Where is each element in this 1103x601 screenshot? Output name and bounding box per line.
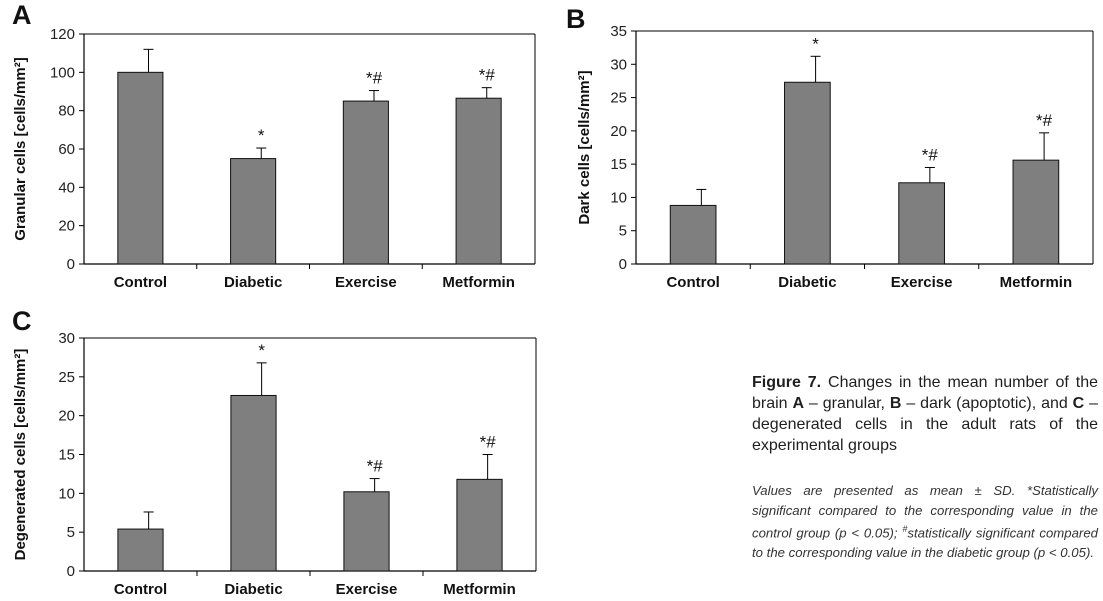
y-tick-label: 30 bbox=[58, 330, 75, 347]
figure-label: Figure 7. bbox=[752, 374, 822, 391]
chart-panel-b: B 0 5 10 15 20 25 30 35 Dark cells [cells/mm²] Con… bbox=[566, 4, 1094, 291]
y-tick-label: 5 bbox=[619, 223, 627, 240]
panel-letter-a: A bbox=[12, 0, 32, 30]
y-axis-title: Degenerated cells [cells/mm²] bbox=[12, 349, 29, 561]
significance-label-exercise: *# bbox=[922, 145, 939, 164]
x-tick-label-diabetic: Diabetic bbox=[224, 274, 282, 291]
y-tick-label: 25 bbox=[58, 369, 75, 386]
bar-diabetic bbox=[230, 394, 277, 572]
y-tick-label: 0 bbox=[619, 256, 627, 273]
y-tick-label: 15 bbox=[58, 447, 75, 464]
bar-control bbox=[669, 204, 717, 265]
panel-letter-c: C bbox=[12, 306, 32, 336]
bar-control bbox=[117, 71, 164, 265]
bar-metformin bbox=[1012, 159, 1060, 265]
y-tick-label: 5 bbox=[67, 524, 75, 541]
x-tick-label-control: Control bbox=[114, 274, 167, 291]
y-tick-label: 40 bbox=[58, 179, 75, 196]
x-tick-label-exercise: Exercise bbox=[336, 581, 398, 598]
x-tick-label-control: Control bbox=[114, 581, 167, 598]
significance-label-exercise: *# bbox=[366, 69, 383, 88]
caption-pre: Changes in the mean number of the brain bbox=[752, 374, 1099, 412]
significance-label-metformin: *# bbox=[1036, 111, 1053, 130]
y-tick-label: 0 bbox=[67, 563, 75, 580]
x-tick-label-exercise: Exercise bbox=[891, 274, 953, 291]
bar-metformin bbox=[456, 478, 503, 572]
caption-letter-a: A bbox=[792, 395, 805, 412]
figure-caption: Figure 7. Changes in the mean number of … bbox=[752, 372, 1098, 456]
x-tick-label-diabetic: Diabetic bbox=[224, 581, 282, 598]
caption-a-text: – granular, bbox=[804, 395, 890, 412]
y-axis-title: Granular cells [cells/mm²] bbox=[12, 57, 29, 240]
bar-diabetic bbox=[784, 81, 831, 265]
y-tick-label: 10 bbox=[610, 189, 627, 206]
y-tick-label: 10 bbox=[58, 485, 75, 502]
significance-label-diabetic: * bbox=[812, 34, 819, 53]
caption-c-text: – degenerated cells in the adult rats of… bbox=[752, 395, 1099, 454]
bar-exercise bbox=[343, 491, 390, 572]
y-tick-label: 100 bbox=[50, 64, 75, 81]
bar-metformin bbox=[455, 97, 502, 265]
y-tick-label: 35 bbox=[610, 23, 627, 40]
significance-label-exercise: *# bbox=[367, 457, 384, 476]
caption-b-text: – dark (apoptotic), and bbox=[901, 395, 1073, 412]
bar-exercise bbox=[342, 100, 389, 265]
significance-label-diabetic: * bbox=[258, 126, 265, 145]
note-part2: statistically significant compared to th… bbox=[752, 525, 1098, 560]
figure-note: Values are presented as mean ± SD. *Stat… bbox=[752, 481, 1098, 562]
x-tick-label-exercise: Exercise bbox=[335, 274, 397, 291]
bar-diabetic bbox=[230, 158, 277, 265]
panel-letter-b: B bbox=[566, 4, 586, 34]
chart-panel-c: C 0 5 10 15 20 25 30 Degenerated cells [cells/mm… bbox=[12, 306, 537, 598]
y-tick-label: 20 bbox=[58, 408, 75, 425]
caption-letter-c: C bbox=[1072, 395, 1085, 412]
x-tick-label-metformin: Metformin bbox=[1000, 274, 1073, 291]
y-tick-label: 60 bbox=[58, 141, 75, 158]
caption-letter-b: B bbox=[889, 395, 902, 412]
y-tick-label: 20 bbox=[58, 218, 75, 235]
x-tick-label-diabetic: Diabetic bbox=[778, 274, 836, 291]
significance-label-metformin: *# bbox=[480, 433, 497, 452]
y-tick-label: 120 bbox=[50, 26, 75, 43]
y-tick-label: 0 bbox=[67, 256, 75, 273]
bar-control bbox=[117, 528, 164, 572]
chart-panel-a: A 0 20 40 60 80 100 120 Granular cells [cells/mm… bbox=[12, 0, 536, 291]
y-tick-label: 30 bbox=[610, 56, 627, 73]
x-tick-label-metformin: Metformin bbox=[442, 274, 515, 291]
y-axis-title: Dark cells [cells/mm²] bbox=[576, 70, 593, 224]
y-tick-label: 80 bbox=[58, 103, 75, 120]
y-tick-label: 25 bbox=[610, 90, 627, 107]
y-tick-label: 20 bbox=[610, 123, 627, 140]
note-part1: Values are presented as mean ± SD. *Stat… bbox=[752, 483, 1098, 541]
bar-exercise bbox=[898, 182, 945, 265]
note-hash: # bbox=[902, 524, 908, 534]
x-tick-label-control: Control bbox=[666, 274, 719, 291]
x-tick-label-metformin: Metformin bbox=[443, 581, 516, 598]
y-tick-label: 15 bbox=[610, 156, 627, 173]
significance-label-diabetic: * bbox=[258, 341, 265, 360]
significance-label-metformin: *# bbox=[479, 66, 496, 85]
